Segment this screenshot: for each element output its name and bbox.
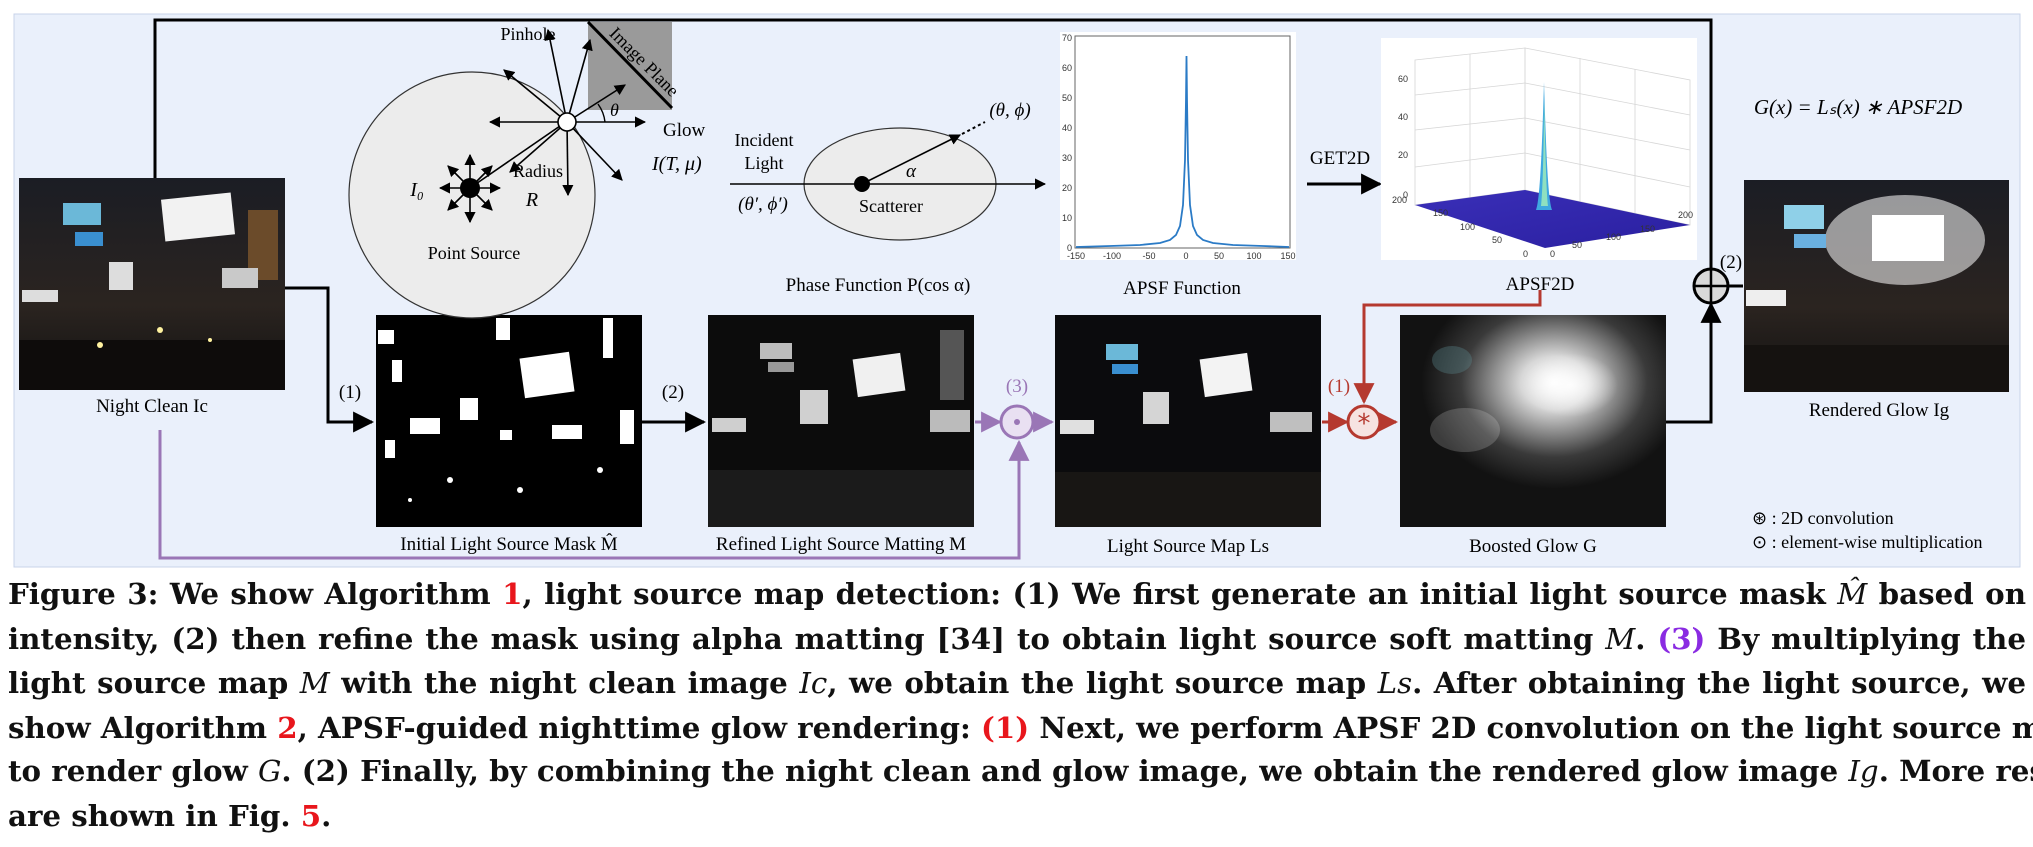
apsf-ytick: 0 [1067,243,1072,253]
theta-label: θ [610,100,619,120]
apsf2d-plot: 0 20 40 60 200 150 100 50 0 0 50 100 150… [1381,38,1697,260]
apsf2d-tick: 0 [1550,249,1555,259]
apsf-ytick: 10 [1062,213,1072,223]
glow-equation-main: G(x) = Lₛ(x) ∗ APSF2D [1754,95,1962,119]
apsf2d-ztick: 20 [1398,150,1408,160]
glow-equation: I(T, μ) [651,153,702,175]
step-label-1: (1) [339,382,361,403]
apsf2d-tick: 200 [1678,210,1693,220]
convolution-node [1346,404,1382,440]
apsf2d-ztick: 40 [1398,112,1408,122]
apsf-xtick: -150 [1067,251,1085,261]
apsf-ytick: 30 [1062,153,1072,163]
theta-phi-label: (θ, ϕ) [989,100,1030,121]
apsf-ytick: 20 [1062,183,1072,193]
apsf2d-title: APSF2D [1506,274,1575,295]
svg-text:*: * [1358,409,1371,439]
apsf-function-title: APSF Function [1123,278,1241,299]
label-light-map: Light Source Map Ls [1107,536,1269,557]
legend-convolution: ⊛ : 2D convolution [1752,508,1894,528]
caption-line-4: show Algorithm 2, APSF-guided nighttime … [8,709,2033,745]
apsf2d-tick: 200 [1392,195,1407,205]
apsf-xtick: -50 [1142,251,1155,261]
boosted-glow-image [1400,315,1666,527]
apsf-ytick: 50 [1062,93,1072,103]
alpha-label: α [906,161,917,182]
step-label-r2: (2) [1720,252,1742,273]
phase-function-label: Phase Function P(cos α) [786,275,971,296]
apsf2d-ztick: 60 [1398,74,1408,84]
apsf2d-tick: 150 [1433,208,1448,218]
figure-caption: Figure 3: We show Algorithm 1, light sou… [8,572,2033,837]
apsf2d-ztick: 0 [1403,190,1408,200]
pinhole-label: Pinhole [500,24,555,44]
label-rendered-glow: Rendered Glow Ig [1809,400,1950,421]
algorithm-2-link[interactable]: 2 [277,709,298,745]
algorithm-1-link[interactable]: 1 [502,576,523,611]
figure-5-link[interactable]: 5 [300,797,322,833]
caption-line-6: are shown in Fig. 5. [8,797,332,833]
arrow-step1 [285,286,375,433]
apsf-xtick: 0 [1183,251,1188,261]
legend-multiplication: ⊙ : element-wise multiplication [1752,532,1983,552]
apsf-ytick: 40 [1062,123,1072,133]
apsf2d-tick: 0 [1523,249,1528,259]
incident-light-line1: Incident [735,130,794,150]
apsf-ytick: 70 [1062,33,1072,43]
light-source-map-image [1055,315,1321,527]
step-label-2: (2) [662,382,684,403]
caption-line-3: light source map M with the night clean … [8,665,2026,700]
caption-line-1: Figure 3: We show Algorithm 1, light sou… [8,576,2027,611]
apsf-xtick: -100 [1103,251,1121,261]
radius-symbol: R [525,189,538,211]
label-boosted-glow: Boosted Glow G [1469,536,1597,557]
apsf2d-tick: 100 [1606,232,1621,242]
apsf-ytick: 60 [1062,63,1072,73]
step-label-r1: (1) [1328,376,1350,397]
caption-line-2: intensity, (2) then refine the mask usin… [8,620,2026,656]
purple-path-night-clean [158,430,1030,560]
pinhole-diagram [348,20,674,319]
incident-light-line2: Light [745,153,784,173]
scatterer-diagram [730,121,1047,241]
scatterer-label: Scatterer [859,196,923,216]
incident-angles: (θ′, ϕ′) [738,194,788,215]
label-night-clean: Night Clean Ic [96,396,208,417]
apsf-xtick: 150 [1280,251,1295,261]
arrow-glow-to-sum [1666,301,1722,424]
glow-label: Glow [663,120,706,141]
apsf-xtick: 100 [1246,251,1261,261]
apsf-function-plot: 0 10 20 30 40 50 60 70 -150 -100 -50 0 5… [1060,32,1296,261]
point-source-label: Point Source [428,243,521,263]
radius-label: Radius [513,161,563,181]
label-refined-matting: Refined Light Source Matting M [716,534,966,555]
caption-line-5: to render glow G. (2) Finally, by combin… [8,753,2033,788]
initial-light-source-mask [376,315,642,527]
night-clean-image [19,178,285,390]
step-label-3: (3) [1006,376,1028,397]
rendered-glow-image [1744,180,2009,392]
refined-matting-image [708,315,974,527]
get2d-label: GET2D [1310,148,1370,169]
apsf2d-tick: 100 [1460,222,1475,232]
apsf2d-tick: 50 [1572,240,1582,250]
apsf2d-tick: 50 [1492,235,1502,245]
apsf-xtick: 50 [1214,251,1224,261]
figure-3-diagram: GET2D Night Clean Ic Initial Light Sourc… [13,13,2021,568]
apsf2d-tick: 150 [1640,224,1655,234]
arrow-apsf2d-to-conv [1353,290,1542,405]
i0-label: I₀ [409,179,424,201]
label-initial-mask: Initial Light Source Mask M̂ [400,533,618,555]
top-loop-line [153,18,1713,315]
